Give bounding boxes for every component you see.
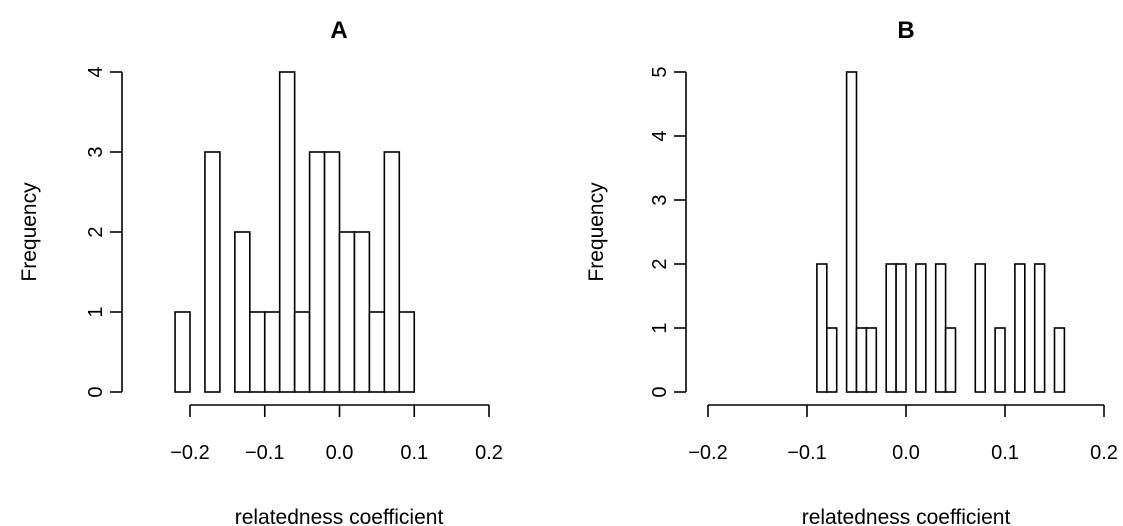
histogram-bar xyxy=(1014,263,1026,393)
histogram-bar xyxy=(383,151,401,393)
x-tick-label: 0.2 xyxy=(475,442,503,464)
y-tick-label: 4 xyxy=(649,130,671,141)
histogram-bar xyxy=(885,263,897,393)
x-tick-label: −0.2 xyxy=(170,442,209,464)
histogram-bar xyxy=(398,311,416,393)
histogram-bar xyxy=(263,311,281,393)
histogram-bar xyxy=(234,231,251,393)
y-tick-label: 1 xyxy=(649,322,671,333)
histogram-bar xyxy=(308,151,326,393)
x-tick-label: 0.0 xyxy=(892,442,920,464)
histogram-bar xyxy=(204,151,221,393)
y-axis-label: Frequency xyxy=(585,182,608,282)
x-tick-label: −0.1 xyxy=(245,442,284,464)
y-tick-label: 3 xyxy=(85,146,107,157)
histogram-bar xyxy=(278,71,296,393)
panel-title: B xyxy=(897,17,914,44)
x-tick-label: 0.0 xyxy=(326,442,354,464)
histogram-bar xyxy=(944,327,957,393)
x-tick-label: 0.2 xyxy=(1090,442,1118,464)
histogram-bar xyxy=(353,231,371,393)
y-tick-label: 1 xyxy=(85,306,107,317)
y-tick-label: 2 xyxy=(649,258,671,269)
panel-title: A xyxy=(330,17,347,44)
y-tick-label: 0 xyxy=(649,386,671,397)
histogram-bar xyxy=(994,327,1006,393)
histogram-bar xyxy=(974,263,986,393)
y-axis-label: Frequency xyxy=(18,182,41,282)
histogram-bar xyxy=(895,263,907,393)
histogram-bar xyxy=(855,327,868,393)
histogram-bar xyxy=(825,327,838,393)
histogram-bar xyxy=(249,311,266,393)
histogram-bar xyxy=(845,71,858,393)
histogram-bar xyxy=(338,231,356,393)
y-tick-label: 3 xyxy=(649,194,671,205)
histogram-panel-a: A Frequency relatedness coefficient 0 1 2 3… xyxy=(18,17,503,526)
histogram-bar xyxy=(174,311,191,393)
histogram-bar xyxy=(934,263,947,393)
y-tick-label: 4 xyxy=(85,66,107,77)
histogram-bar xyxy=(865,327,878,393)
x-tick-label: −0.1 xyxy=(787,442,826,464)
histogram-panel-b: B Frequency relatedness coefficient 0 1 2 3… xyxy=(585,17,1118,526)
x-tick-label: −0.2 xyxy=(688,442,727,464)
x-tick-label: 0.1 xyxy=(400,442,428,464)
histogram-bar xyxy=(816,263,828,393)
histogram-bar xyxy=(293,311,311,393)
histogram-bar xyxy=(323,151,341,393)
histogram-bar xyxy=(915,263,927,393)
x-axis-label: relatedness coefficient xyxy=(802,506,1011,526)
y-tick-label: 0 xyxy=(85,386,107,397)
y-tick-label: 2 xyxy=(85,226,107,237)
histogram-bar xyxy=(1033,263,1046,393)
y-tick-label: 5 xyxy=(649,66,671,77)
histogram-bar xyxy=(368,311,386,393)
x-tick-label: 0.1 xyxy=(991,442,1019,464)
histogram-bar xyxy=(1053,327,1066,393)
x-axis-label: relatedness coefficient xyxy=(235,506,444,526)
